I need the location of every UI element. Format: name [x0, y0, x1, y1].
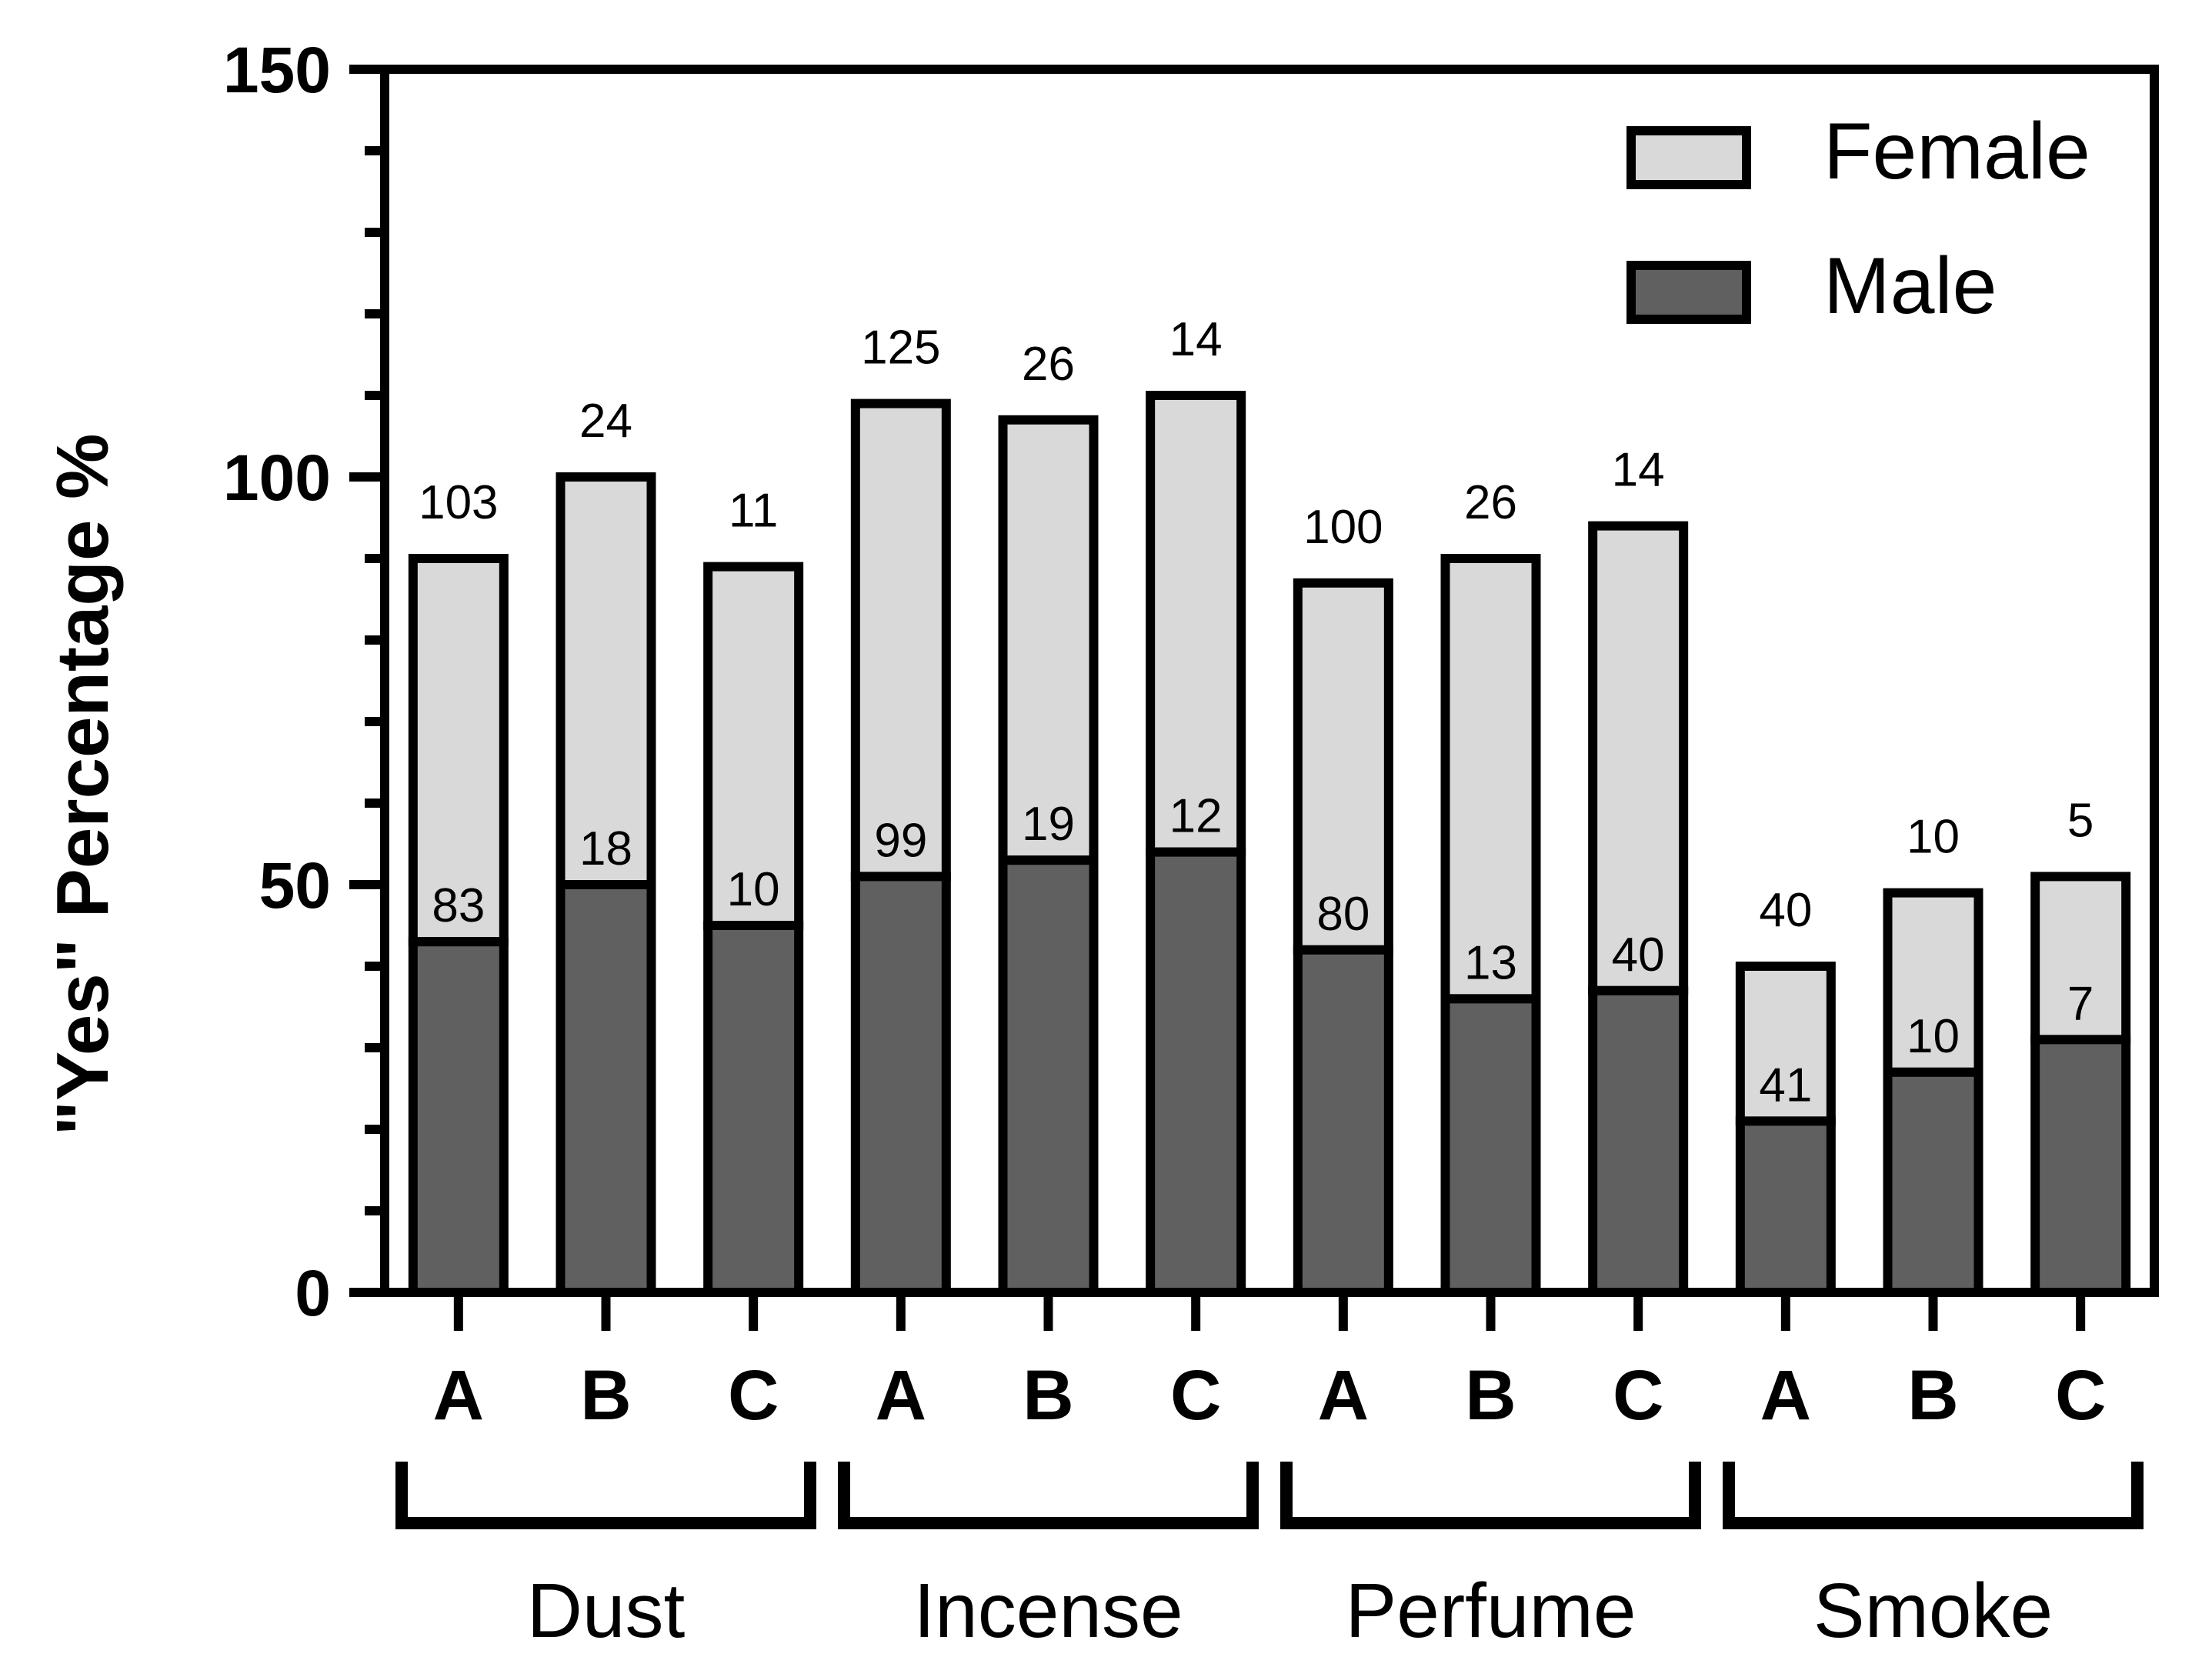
data-label-top: 10	[1907, 811, 1960, 864]
bar-segment-female	[850, 398, 951, 882]
y-tick-label: 0	[295, 1257, 331, 1329]
x-category-label: B	[580, 1356, 631, 1435]
bar-segment-female	[998, 415, 1099, 865]
legend: Female Male	[1626, 107, 2090, 331]
data-label-top: 103	[419, 476, 498, 529]
data-label-inner: 83	[432, 879, 485, 932]
data-label-inner: 99	[874, 814, 927, 867]
data-label-top: 26	[1022, 338, 1075, 391]
x-category-label: C	[1613, 1356, 1663, 1435]
group-bracket	[1280, 1462, 1701, 1529]
bar-segment-female	[408, 554, 509, 947]
data-label-top: 5	[2067, 794, 2094, 847]
bar-segment-male	[998, 855, 1099, 1297]
legend-label: Male	[1823, 242, 1997, 331]
data-label-top: 24	[579, 395, 632, 448]
legend-swatch	[1626, 261, 1751, 324]
group-bracket	[838, 1462, 1259, 1529]
data-label-inner: 12	[1169, 790, 1223, 843]
bar-segment-female	[703, 562, 804, 930]
data-label-top: 14	[1169, 313, 1223, 366]
x-category-label: B	[1023, 1356, 1073, 1435]
bar-segment-male	[556, 880, 656, 1297]
y-tick-label: 100	[223, 442, 331, 514]
bar-segment-male	[1883, 1067, 1983, 1298]
data-label-inner: 18	[579, 822, 632, 875]
bar-segment-female	[1146, 391, 1246, 857]
bar-segment-male	[850, 872, 951, 1297]
data-label-top: 125	[861, 322, 940, 375]
plot-area: 05010015010383A2418B1110C12599A2619B1412…	[223, 34, 2159, 1654]
x-category-label: B	[1907, 1356, 1958, 1435]
data-label-inner: 19	[1022, 798, 1075, 851]
bar-segment-male	[408, 937, 509, 1297]
bar-segment-male	[703, 921, 804, 1297]
x-category-label: B	[1465, 1356, 1516, 1435]
y-axis-title: "Yes" Percentage %	[42, 434, 124, 1136]
bar-segment-male	[1293, 945, 1393, 1298]
bar-segment-male	[1146, 847, 1246, 1297]
x-category-label: A	[433, 1356, 484, 1435]
bar-segment-female	[2030, 872, 2131, 1045]
x-category-label: C	[1170, 1356, 1221, 1435]
data-label-inner: 13	[1464, 936, 1517, 989]
bar-segment-male	[2030, 1035, 2131, 1298]
y-tick-label: 50	[259, 849, 331, 922]
bar-segment-female	[1588, 521, 1689, 995]
data-label-inner: 41	[1759, 1059, 1812, 1112]
data-label-top: 100	[1303, 501, 1383, 554]
group-label: Perfume	[1346, 1568, 1636, 1654]
group-label: Dust	[527, 1568, 686, 1654]
bar-segment-male	[1588, 985, 1689, 1298]
x-category-label: C	[728, 1356, 779, 1435]
data-label-inner: 7	[2067, 977, 2094, 1030]
group-label: Smoke	[1813, 1568, 2053, 1654]
x-category-label: A	[1318, 1356, 1369, 1435]
y-axis-title-group: "Yes" Percentage %	[42, 434, 124, 1136]
bar-segment-female	[1883, 888, 1983, 1077]
bar-segment-female	[1440, 554, 1541, 1004]
group-label: Incense	[913, 1568, 1183, 1654]
data-label-inner: 80	[1316, 888, 1370, 941]
data-label-top: 11	[729, 485, 778, 538]
data-label-inner: 10	[727, 863, 780, 916]
bar-segment-male	[1735, 1116, 1836, 1298]
x-category-label: A	[876, 1356, 926, 1435]
data-label-top: 14	[1612, 444, 1665, 497]
data-label-inner: 40	[1612, 929, 1665, 982]
legend-swatch	[1626, 126, 1751, 189]
x-category-label: C	[2055, 1356, 2106, 1435]
legend-label: Female	[1823, 107, 2090, 196]
group-bracket	[1723, 1462, 2144, 1529]
data-label-top: 26	[1464, 476, 1517, 529]
x-category-label: A	[1760, 1356, 1811, 1435]
bar-segment-male	[1440, 994, 1541, 1298]
y-tick-label: 150	[223, 34, 331, 106]
data-label-top: 40	[1759, 884, 1812, 937]
plot-frame	[380, 65, 2159, 1297]
group-bracket	[395, 1462, 816, 1529]
data-label-inner: 10	[1907, 1010, 1960, 1063]
